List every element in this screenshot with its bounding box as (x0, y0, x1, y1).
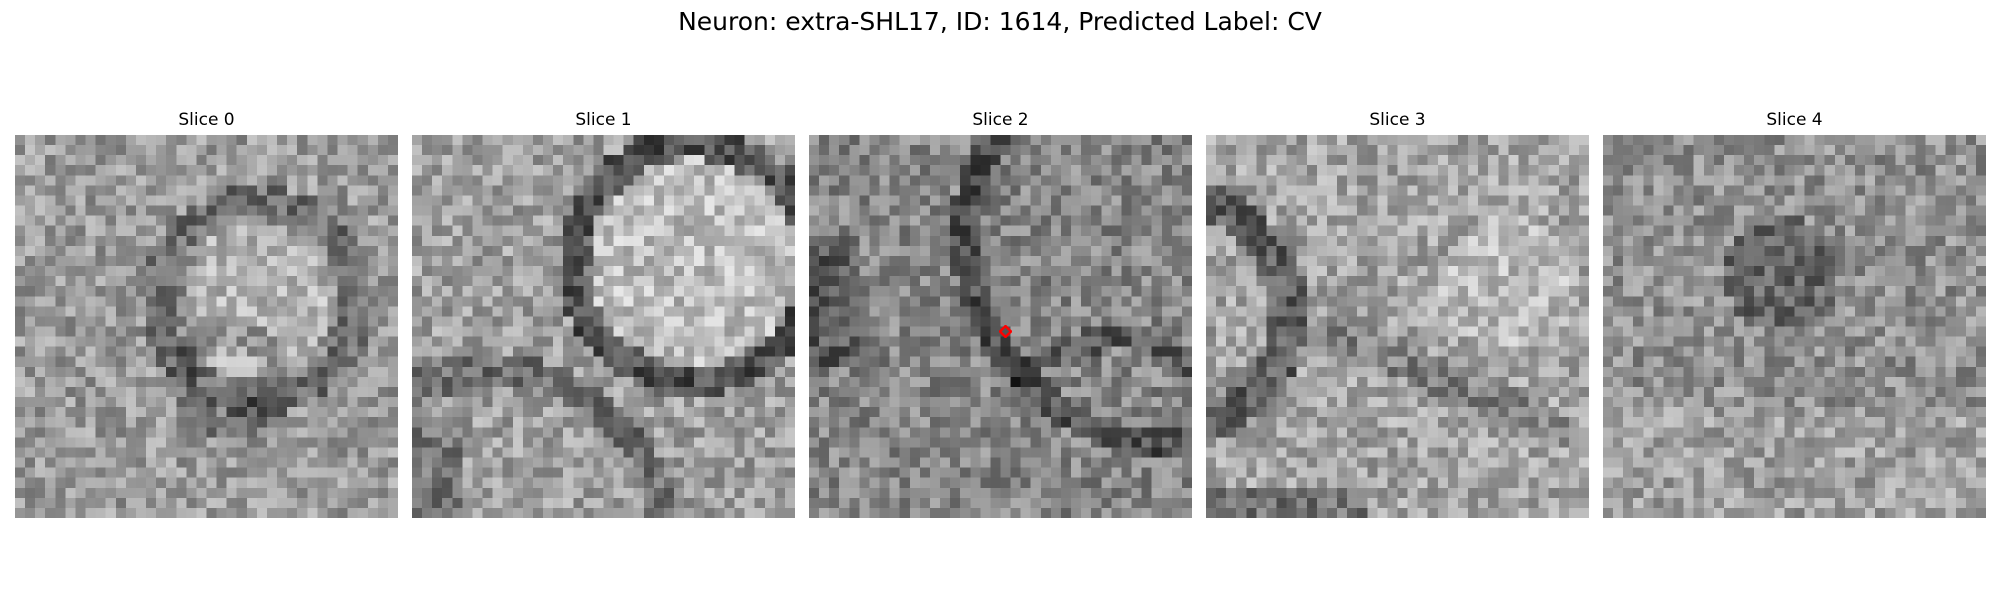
slice-image (15, 135, 398, 518)
slice-image (809, 135, 1192, 518)
slice-title: Slice 0 (178, 110, 235, 130)
slice-image (412, 135, 795, 518)
slice-title: Slice 1 (575, 110, 632, 130)
slice-title: Slice 4 (1766, 110, 1823, 130)
slice-title: Slice 3 (1369, 110, 1426, 130)
slice-image (1603, 135, 1986, 518)
figure-title: Neuron: extra-SHL17, ID: 1614, Predicted… (678, 7, 1322, 36)
slice-title: Slice 2 (972, 110, 1029, 130)
slice-image (1206, 135, 1589, 518)
